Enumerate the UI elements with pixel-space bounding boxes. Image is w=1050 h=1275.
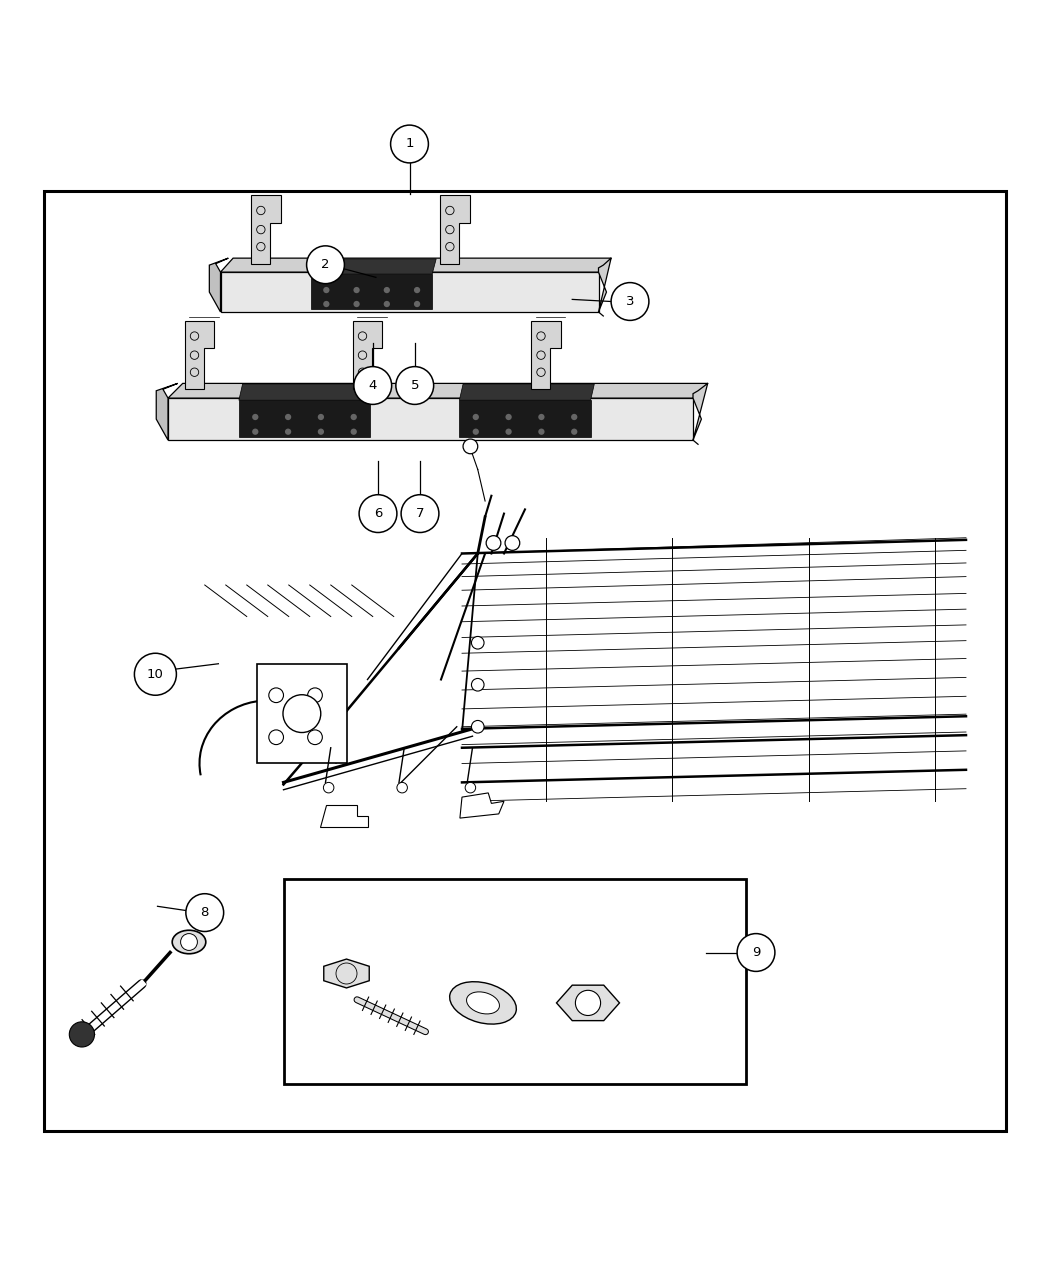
Text: 6: 6 xyxy=(374,507,382,520)
Circle shape xyxy=(471,720,484,733)
Ellipse shape xyxy=(466,992,500,1014)
Circle shape xyxy=(401,495,439,533)
Polygon shape xyxy=(311,259,436,274)
Text: 10: 10 xyxy=(147,668,164,681)
Polygon shape xyxy=(323,959,370,988)
Polygon shape xyxy=(556,986,619,1020)
Circle shape xyxy=(318,414,324,421)
Circle shape xyxy=(571,414,578,421)
Text: 4: 4 xyxy=(369,379,377,391)
Circle shape xyxy=(571,428,578,435)
Circle shape xyxy=(354,301,360,307)
Circle shape xyxy=(134,653,176,695)
Circle shape xyxy=(354,287,360,293)
Polygon shape xyxy=(185,321,214,389)
Circle shape xyxy=(351,414,357,421)
Polygon shape xyxy=(220,258,611,272)
Circle shape xyxy=(359,495,397,533)
Circle shape xyxy=(269,688,284,703)
Ellipse shape xyxy=(172,931,206,954)
Polygon shape xyxy=(460,400,590,437)
Circle shape xyxy=(69,1021,94,1047)
Circle shape xyxy=(505,414,511,421)
Circle shape xyxy=(575,991,601,1015)
Polygon shape xyxy=(156,384,177,440)
Text: 2: 2 xyxy=(321,259,330,272)
Polygon shape xyxy=(693,384,708,440)
Circle shape xyxy=(308,688,322,703)
Circle shape xyxy=(323,783,334,793)
Circle shape xyxy=(307,246,344,283)
Polygon shape xyxy=(311,274,433,309)
Circle shape xyxy=(486,536,501,551)
Circle shape xyxy=(181,933,197,950)
Ellipse shape xyxy=(449,982,517,1024)
Circle shape xyxy=(471,636,484,649)
FancyBboxPatch shape xyxy=(284,878,746,1084)
Circle shape xyxy=(252,414,258,421)
Text: 1: 1 xyxy=(405,138,414,150)
Polygon shape xyxy=(460,384,594,400)
Circle shape xyxy=(397,783,407,793)
Circle shape xyxy=(505,428,511,435)
Text: 5: 5 xyxy=(411,379,419,391)
Circle shape xyxy=(539,428,545,435)
Circle shape xyxy=(285,414,291,421)
Circle shape xyxy=(351,428,357,435)
Circle shape xyxy=(269,729,284,745)
Circle shape xyxy=(284,695,321,733)
Circle shape xyxy=(472,428,479,435)
Circle shape xyxy=(472,414,479,421)
FancyBboxPatch shape xyxy=(44,191,1006,1131)
Circle shape xyxy=(323,301,330,307)
Text: 9: 9 xyxy=(752,946,760,959)
Polygon shape xyxy=(238,384,374,400)
Polygon shape xyxy=(460,793,504,819)
Polygon shape xyxy=(220,272,598,312)
Text: 7: 7 xyxy=(416,507,424,520)
Circle shape xyxy=(414,287,420,293)
Circle shape xyxy=(539,414,545,421)
Polygon shape xyxy=(251,195,280,264)
Polygon shape xyxy=(531,321,561,389)
Polygon shape xyxy=(320,806,368,826)
Circle shape xyxy=(285,428,291,435)
Circle shape xyxy=(611,283,649,320)
Polygon shape xyxy=(168,398,693,440)
Polygon shape xyxy=(353,321,382,389)
Text: 3: 3 xyxy=(626,295,634,309)
Polygon shape xyxy=(238,400,370,437)
Circle shape xyxy=(186,894,224,932)
Polygon shape xyxy=(168,384,708,398)
Polygon shape xyxy=(440,195,469,264)
Polygon shape xyxy=(598,258,611,312)
Circle shape xyxy=(396,367,434,404)
FancyBboxPatch shape xyxy=(257,664,346,764)
Circle shape xyxy=(471,678,484,691)
Circle shape xyxy=(414,301,420,307)
Polygon shape xyxy=(209,258,228,312)
Circle shape xyxy=(318,428,324,435)
Circle shape xyxy=(391,125,428,163)
Circle shape xyxy=(737,933,775,972)
Circle shape xyxy=(463,439,478,454)
Text: 8: 8 xyxy=(201,907,209,919)
Circle shape xyxy=(383,301,390,307)
Circle shape xyxy=(383,287,390,293)
Circle shape xyxy=(354,367,392,404)
Circle shape xyxy=(252,428,258,435)
Circle shape xyxy=(465,783,476,793)
Circle shape xyxy=(505,536,520,551)
Circle shape xyxy=(308,729,322,745)
Circle shape xyxy=(323,287,330,293)
